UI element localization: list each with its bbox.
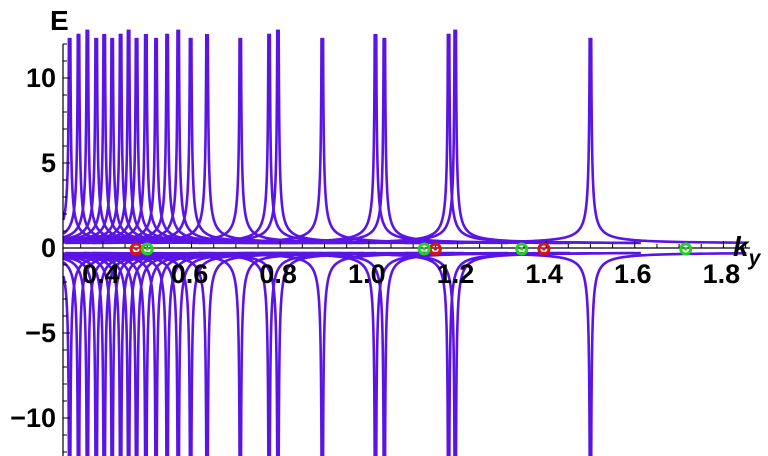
curve-branch — [321, 37, 508, 245]
curve-branch — [269, 29, 456, 245]
curve-branch — [62, 29, 88, 239]
curve-branch — [198, 37, 385, 245]
green-marker-center — [684, 247, 688, 251]
green-marker — [679, 242, 693, 256]
curve-branch — [62, 257, 88, 456]
green-marker — [515, 242, 529, 256]
red-marker — [537, 242, 551, 256]
curve-branch — [62, 261, 80, 456]
x-tick-label: 1.4 — [525, 259, 563, 289]
x-tick-label: 1.2 — [437, 259, 475, 289]
y-tick-label: 10 — [26, 63, 56, 93]
red-marker-center — [542, 247, 546, 251]
y-tick-label: −5 — [25, 318, 56, 348]
curve-branch — [589, 251, 747, 456]
y-tick-label: 0 — [41, 233, 56, 263]
y-tick-label: 5 — [41, 148, 56, 178]
curve-branch — [262, 33, 450, 245]
curve-branch — [63, 34, 105, 242]
curve-branch — [383, 37, 570, 245]
curve-branch — [454, 29, 641, 245]
curve-branch — [404, 251, 591, 456]
x-tick-label: 1.0 — [348, 259, 386, 289]
red-marker-center — [134, 247, 138, 251]
curve-branch — [269, 251, 456, 456]
x-tick-label: 1.8 — [703, 259, 741, 289]
curve-branch — [374, 34, 562, 245]
curve-branch — [62, 33, 80, 235]
x-tick-label: 0.8 — [259, 259, 297, 289]
curve-branch — [62, 37, 71, 221]
green-marker — [417, 242, 431, 256]
y-axis-title: E — [50, 5, 69, 36]
x-tick-label: 1.6 — [614, 259, 652, 289]
curve-branch — [63, 255, 97, 456]
curve-branch — [448, 33, 635, 245]
curve-branch — [62, 275, 71, 456]
green-marker-center — [422, 247, 426, 251]
curves-layer — [62, 29, 747, 456]
x-axis-title-sub: y — [748, 247, 762, 270]
x-axis-title: ky — [733, 231, 762, 270]
x-tick-label: 0.6 — [171, 259, 209, 289]
green-marker-center — [145, 247, 149, 251]
curve-branch — [268, 33, 455, 245]
curve-branch — [589, 37, 747, 245]
curve-branch — [404, 37, 591, 245]
curve-branch — [63, 254, 105, 456]
x-axis-title-main: k — [733, 231, 750, 262]
green-marker — [140, 242, 154, 256]
curve-branch — [63, 254, 113, 456]
y-tick-label: −10 — [10, 403, 56, 433]
markers-layer — [129, 242, 693, 256]
curve-branch — [63, 37, 97, 241]
green-marker-center — [520, 247, 524, 251]
curve-branch — [63, 37, 113, 242]
red-marker-center — [433, 247, 437, 251]
axes-layer: 10 5 0 −5 −10 0.4 0.6 0.8 1.0 1.2 1.4 1.6 1.8 — [10, 43, 750, 456]
x-tick-label: 0.4 — [82, 259, 120, 289]
